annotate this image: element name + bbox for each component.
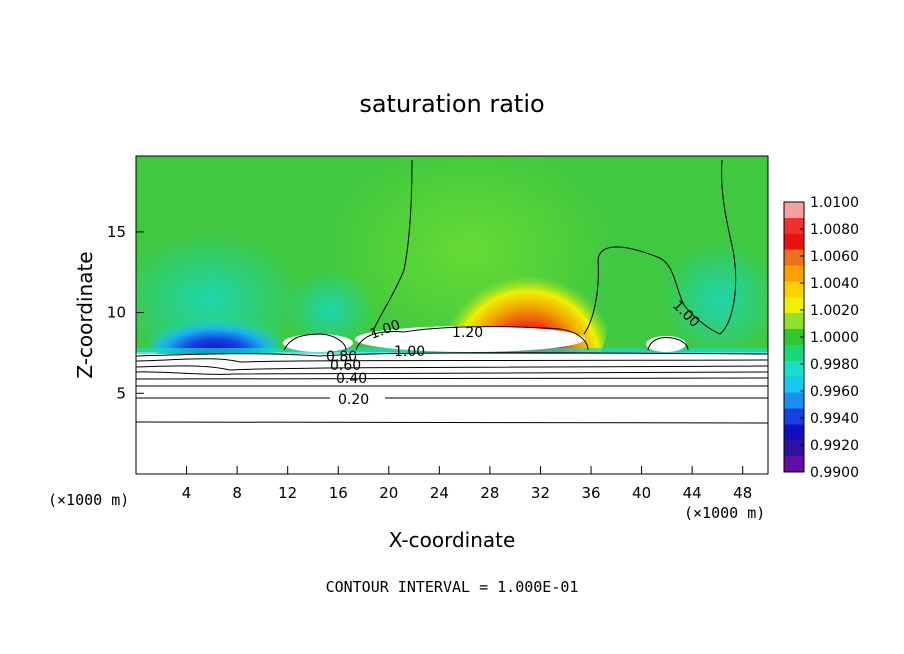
colorbar-label: 1.0000 (810, 330, 859, 346)
contour-label-0.20: 0.20 (338, 392, 369, 408)
x-tick-label: 8 (232, 484, 242, 502)
y-unit-label: (×1000 m) (48, 491, 129, 509)
colorbar-label: 1.0060 (810, 249, 859, 265)
colorbar-label: 0.9900 (810, 465, 859, 481)
x-tick-label: 16 (329, 484, 348, 502)
field-cyan-mid (285, 270, 375, 350)
contour-1.00-right (583, 159, 737, 335)
contour-interval-note: CONTOUR INTERVAL = 1.000E-01 (326, 578, 579, 596)
y-tick-label: 10 (107, 304, 126, 322)
contour-cap-1 (283, 333, 347, 351)
y-tick-label: 15 (107, 223, 126, 241)
field-cyan-right (660, 240, 768, 360)
plot-area: 0.20 0.40 0.60 0.80 1.00 1.20 1.00 1.00 (136, 156, 768, 474)
contour-0.40 (136, 377, 768, 380)
colorbar-label: 1.0020 (810, 303, 859, 319)
colorbar-label: 1.0080 (810, 222, 859, 238)
colorbar-labels: 1.0100 1.0080 1.0060 1.0040 1.0020 1.0000 0.99… (800, 195, 859, 481)
contour-0.80 (136, 352, 768, 357)
x-tick-label: 40 (632, 484, 651, 502)
colorbar-label: 0.9960 (810, 384, 859, 400)
y-axis-label: Z-coordinate (73, 251, 97, 378)
contour-0.10 (136, 421, 768, 424)
colorbar-label: 0.9940 (810, 411, 859, 427)
x-tick-label: 32 (531, 484, 550, 502)
x-tick-label: 12 (278, 484, 297, 502)
field-white-cap-1 (283, 334, 353, 352)
chart-title: saturation ratio (359, 90, 544, 118)
contour-0.50 (136, 371, 768, 375)
x-tick-label: 48 (733, 484, 752, 502)
x-tick-label: 4 (182, 484, 192, 502)
field-white-cap-3 (646, 336, 686, 352)
field-white-cap-2 (355, 326, 585, 352)
x-axis-ticks: 4 8 12 16 20 24 28 32 36 40 44 48 (182, 466, 752, 502)
plot-frame (135, 155, 769, 475)
x-tick-label: 24 (430, 484, 449, 502)
colorbar-label: 0.9920 (810, 438, 859, 454)
contour-cap-2 (355, 326, 589, 351)
contour-label-1.20: 1.20 (452, 325, 483, 341)
y-axis-ticks: 5 10 15 (107, 223, 144, 402)
x-tick-label: 28 (480, 484, 499, 502)
contour-label-1.00-lower: 1.00 (394, 344, 425, 360)
contour-cap-3 (647, 337, 689, 351)
colorbar-label: 1.0100 (810, 195, 859, 211)
x-tick-label: 44 (683, 484, 702, 502)
contour-label-0.60: 0.60 (330, 358, 361, 374)
y-tick-label: 5 (116, 384, 126, 402)
colorbar-label: 1.0040 (810, 276, 859, 292)
x-axis-label: X-coordinate (389, 528, 516, 552)
colorbar-label: 0.9980 (810, 357, 859, 373)
contour-0.70 (136, 358, 768, 363)
x-tick-label: 20 (379, 484, 398, 502)
x-tick-label: 36 (581, 484, 600, 502)
contour-label-0.80: 0.80 (326, 349, 357, 365)
x-unit-label: (×1000 m) (684, 504, 765, 522)
contour-label-0.40: 0.40 (336, 371, 367, 387)
colorbar: 1.0100 1.0080 1.0060 1.0040 1.0020 1.0000 0.99… (783, 195, 859, 481)
contour-lines (136, 159, 768, 424)
contour-0.60 (136, 365, 768, 371)
contour-1.00-left (371, 159, 413, 336)
